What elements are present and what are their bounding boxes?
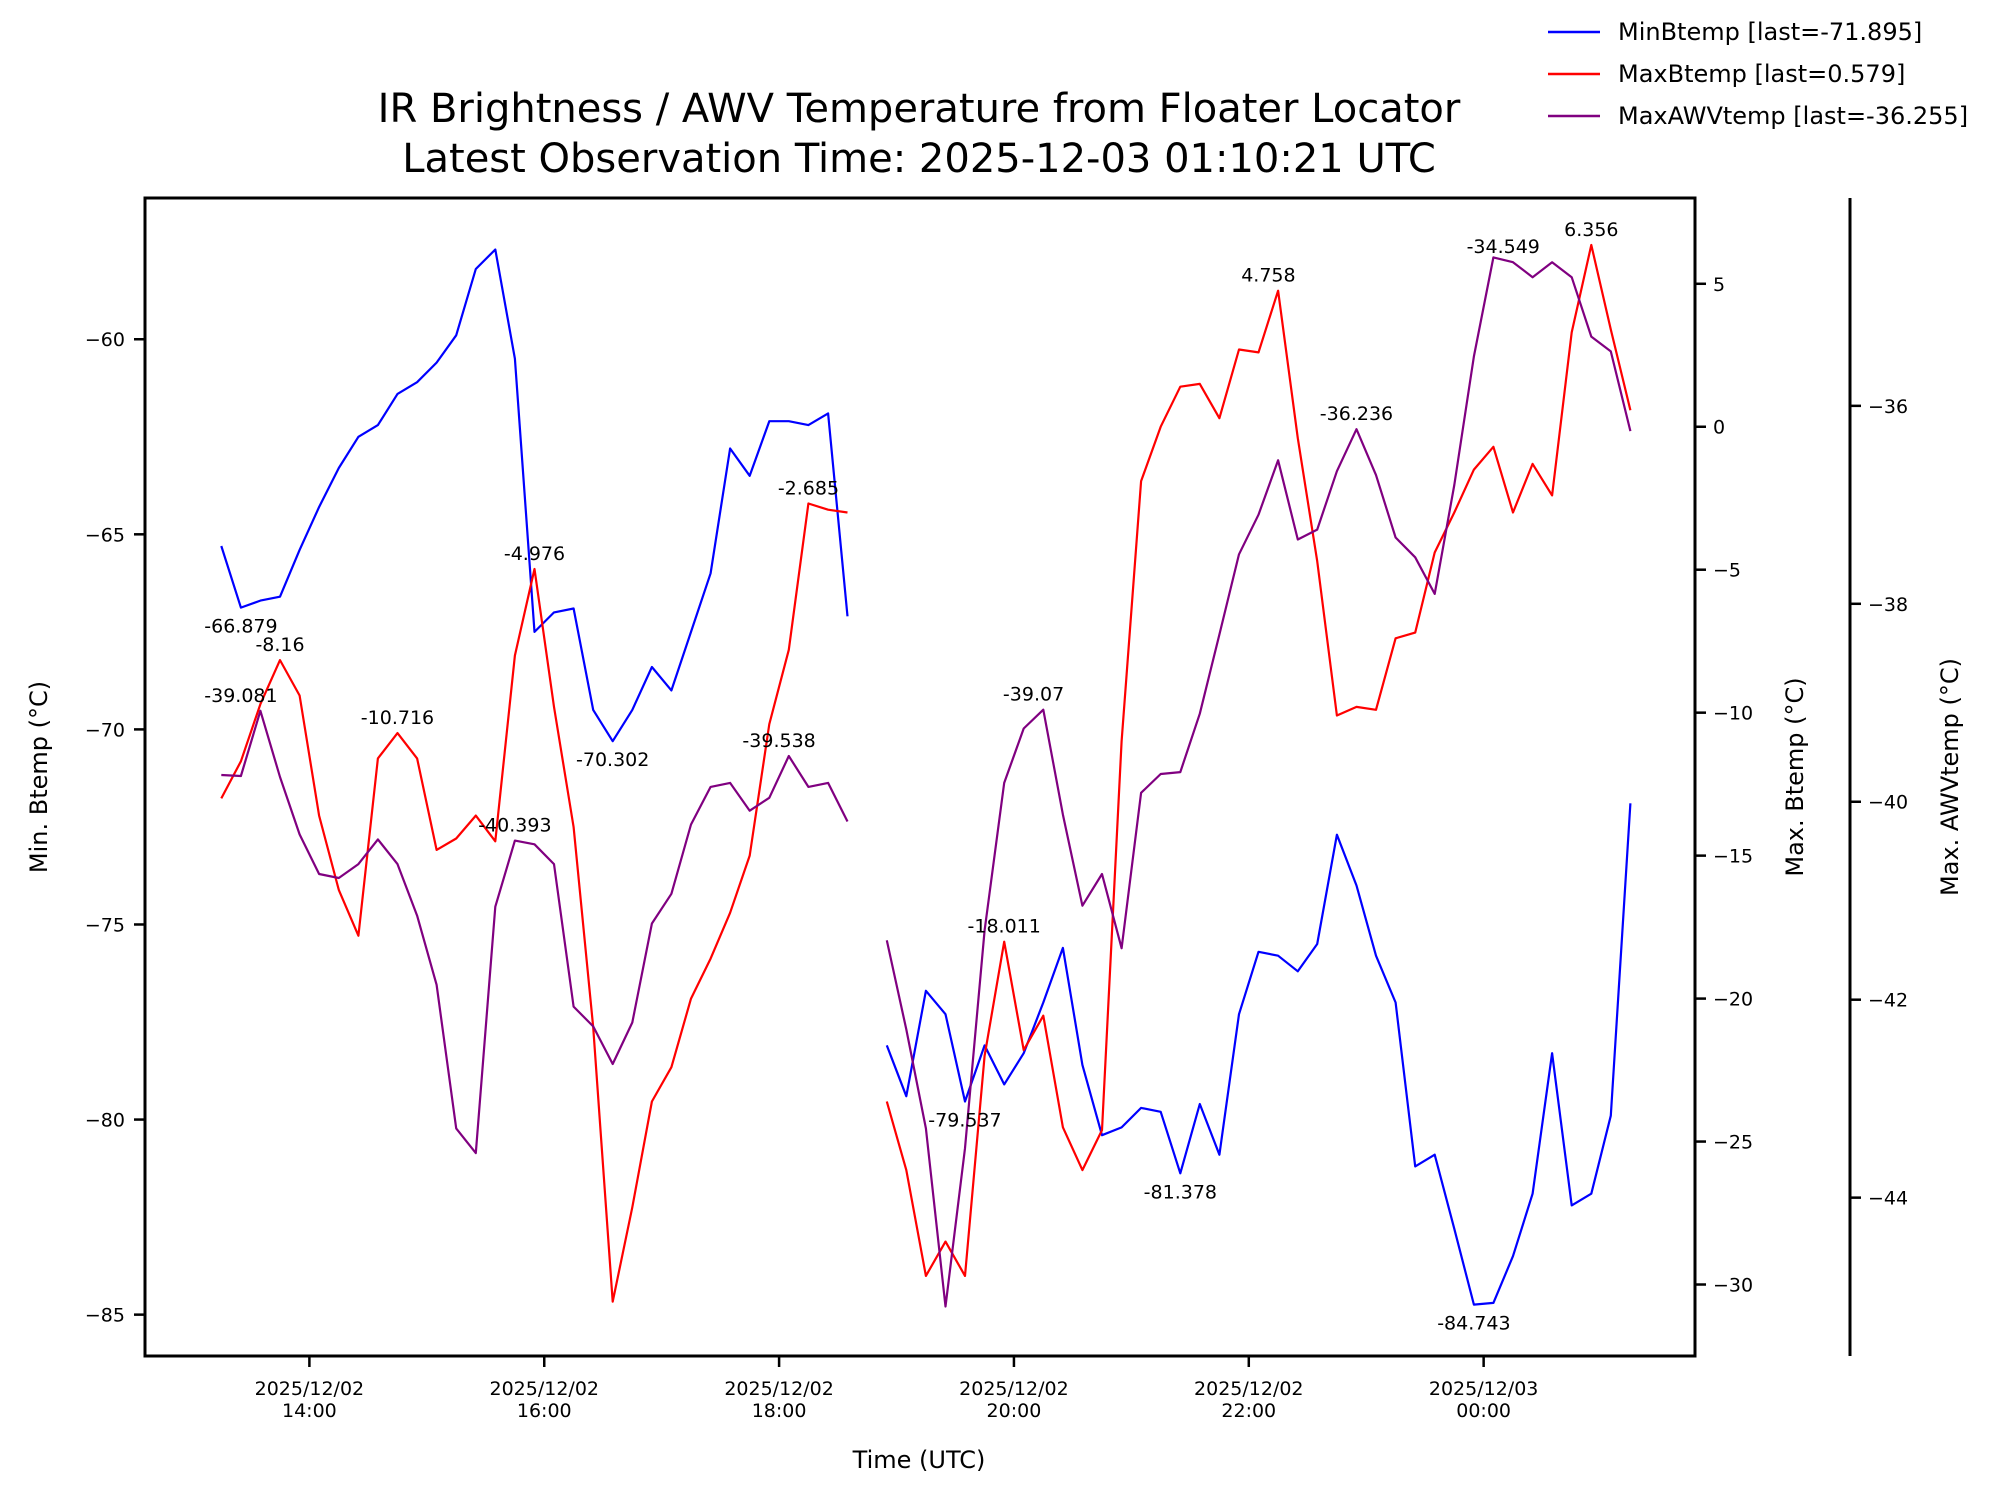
left-axis-label: Min. Btemp (°C) xyxy=(25,681,53,873)
annotation-maxbtemp: -10.716 xyxy=(361,707,434,729)
annotation-maxbtemp: -2.685 xyxy=(778,478,839,500)
annotation-minbtemp: -84.743 xyxy=(1437,1313,1510,1335)
x-tick-label-date: 2025/12/02 xyxy=(489,1378,599,1400)
annotation-maxbtemp: -8.16 xyxy=(255,634,304,656)
awv-y-tick-label: −40 xyxy=(1868,792,1908,814)
x-tick-label-time: 22:00 xyxy=(1221,1400,1276,1422)
x-tick-label-time: 16:00 xyxy=(517,1400,572,1422)
series-maxbtemp-line-2 xyxy=(885,243,1632,1278)
right-y-tick-label: −30 xyxy=(1713,1275,1753,1297)
legend-label-maxbtemp: MaxBtemp [last=0.579] xyxy=(1618,60,1905,88)
left-y-tick-label: −65 xyxy=(85,524,125,546)
legend-label-maxawvtemp: MaxAWVtemp [last=-36.255] xyxy=(1618,102,1968,130)
left-y-tick-label: −80 xyxy=(85,1110,125,1132)
x-tick-label-time: 20:00 xyxy=(987,1400,1042,1422)
awv-y-tick-label: −36 xyxy=(1868,396,1908,418)
series-maxawvtemp-line-1 xyxy=(221,709,849,1155)
right-y-tick-label: −10 xyxy=(1713,703,1753,725)
annotation-minbtemp: -79.537 xyxy=(928,1109,1001,1131)
x-tick-label-time: 18:00 xyxy=(752,1400,807,1422)
annotation-maxawvtemp: -36.236 xyxy=(1320,403,1393,425)
chart-title: IR Brightness / AWV Temperature from Flo… xyxy=(378,86,1461,132)
series-maxbtemp-line-1 xyxy=(220,502,848,1303)
annotation-maxawvtemp: -34.549 xyxy=(1467,236,1540,258)
annotation-maxawvtemp: -39.538 xyxy=(742,730,815,752)
annotation-minbtemp: -66.879 xyxy=(204,616,277,638)
plot-frame xyxy=(143,196,1697,1358)
annotation-maxbtemp: -18.011 xyxy=(968,916,1041,938)
x-axis-label: Time (UTC) xyxy=(852,1446,986,1474)
left-y-tick-label: −75 xyxy=(85,914,125,936)
left-axis-ticks: −60 −65 −70 −75 −80 −85 xyxy=(85,329,145,1327)
x-tick-label-date: 2025/12/02 xyxy=(255,1378,365,1400)
annotation-maxawvtemp: -40.393 xyxy=(478,815,551,837)
awv-axis-label: Max. AWVtemp (°C) xyxy=(1936,658,1964,896)
x-tick-label-time: 00:00 xyxy=(1456,1400,1511,1422)
left-y-tick-label: −60 xyxy=(85,329,125,351)
right-axis-ticks: 5 0 −5 −10 −15 −20 −25 −30 xyxy=(1695,274,1753,1297)
series-minbtemp-line-1 xyxy=(220,248,849,743)
annotation-minbtemp: -70.302 xyxy=(576,749,649,771)
awv-y-tick-label: −38 xyxy=(1868,594,1908,616)
series-minbtemp-line-2 xyxy=(885,803,1632,1306)
left-y-tick-label: −85 xyxy=(85,1305,125,1327)
x-tick-label-date: 2025/12/02 xyxy=(1194,1378,1304,1400)
annotation-minbtemp: -81.378 xyxy=(1144,1181,1217,1203)
left-y-tick-label: −70 xyxy=(85,719,125,741)
legend-label-minbtemp: MinBtemp [last=-71.895] xyxy=(1618,18,1922,46)
x-tick-label-date: 2025/12/02 xyxy=(724,1378,834,1400)
legend: MinBtemp [last=-71.895] MaxBtemp [last=0.… xyxy=(1548,18,1968,130)
series-maxawvtemp-line-2 xyxy=(885,256,1632,1308)
x-tick-label-date: 2025/12/03 xyxy=(1429,1378,1539,1400)
right-y-tick-label: 0 xyxy=(1713,417,1725,439)
right-axis-label: Max. Btemp (°C) xyxy=(1781,677,1809,876)
data-annotations: -66.879 -70.302 -79.537 -81.378 -84.743 -8.16… xyxy=(204,219,1618,1335)
right-y-tick-label: −15 xyxy=(1713,846,1753,868)
awv-y-tick-label: −42 xyxy=(1868,990,1908,1012)
series-lines xyxy=(220,243,1632,1308)
annotation-maxbtemp: 4.758 xyxy=(1241,265,1295,287)
awv-y-tick-label: −44 xyxy=(1868,1188,1908,1210)
awv-axis-ticks: −36 −38 −40 −42 −44 xyxy=(1850,396,1908,1210)
right-y-tick-label: −20 xyxy=(1713,989,1753,1011)
right-y-tick-label: −5 xyxy=(1713,560,1741,582)
x-tick-label-time: 14:00 xyxy=(282,1400,337,1422)
x-tick-label-date: 2025/12/02 xyxy=(959,1378,1069,1400)
annotation-maxawvtemp: -39.07 xyxy=(1003,684,1064,706)
annotation-maxbtemp: -4.976 xyxy=(504,543,565,565)
right-y-tick-label: 5 xyxy=(1713,274,1725,296)
chart-subtitle: Latest Observation Time: 2025-12-03 01:1… xyxy=(402,136,1436,182)
annotation-maxbtemp: 6.356 xyxy=(1564,219,1618,241)
right-y-tick-label: −25 xyxy=(1713,1132,1753,1154)
annotation-maxawvtemp: -39.081 xyxy=(204,685,277,707)
x-axis-ticks: 2025/12/0214:002025/12/0216:002025/12/02… xyxy=(255,1356,1539,1422)
